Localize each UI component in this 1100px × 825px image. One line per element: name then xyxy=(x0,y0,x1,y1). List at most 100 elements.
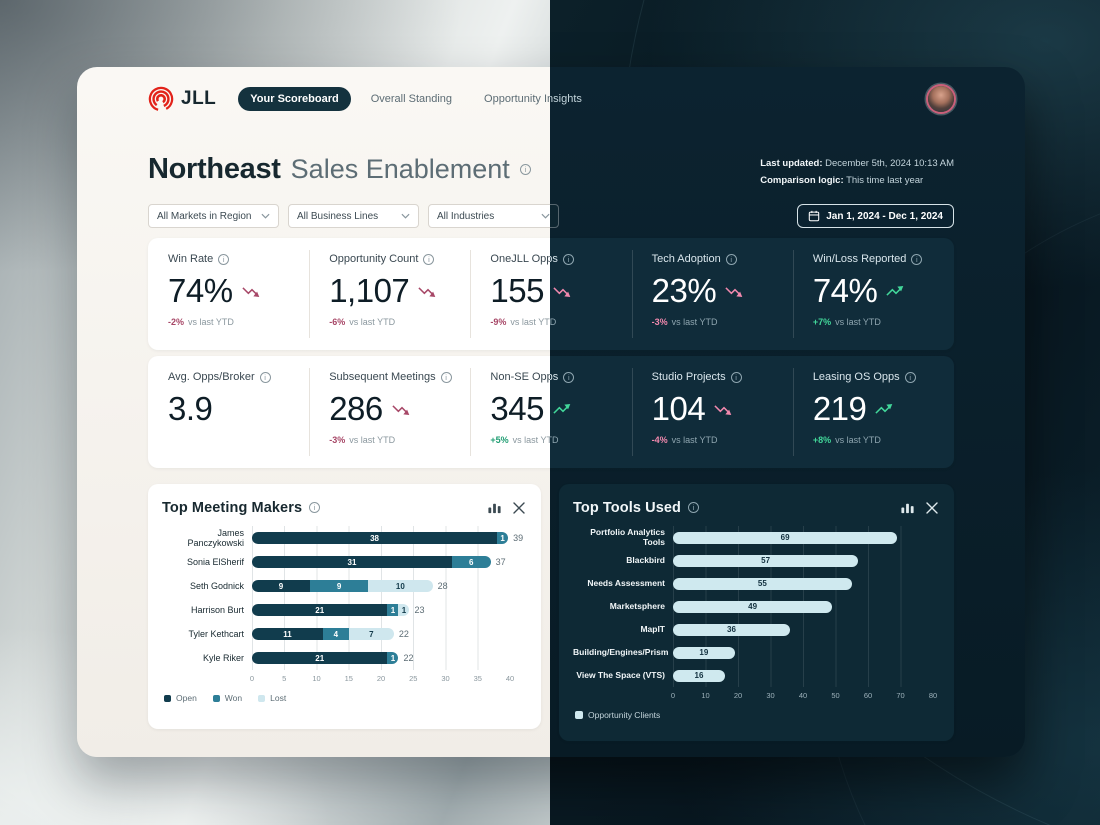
category-label: Portfolio Analytics Tools xyxy=(590,526,665,547)
info-icon[interactable] xyxy=(904,371,916,383)
chart-row: Portfolio Analytics Tools 69 xyxy=(573,526,944,549)
info-icon[interactable] xyxy=(259,371,271,383)
chart-row: MapIT 36 xyxy=(573,618,944,641)
meta-info: Last updated: December 5th, 2024 10:13 A… xyxy=(760,153,954,189)
chevron-down-icon xyxy=(261,213,270,219)
info-icon[interactable] xyxy=(688,502,699,514)
info-icon[interactable] xyxy=(423,253,435,265)
date-range-picker[interactable]: Jan 1, 2024 - Dec 1, 2024 xyxy=(797,204,954,229)
info-icon[interactable] xyxy=(519,164,531,175)
info-icon[interactable] xyxy=(309,502,321,514)
last-updated-label: Last updated: xyxy=(760,158,823,169)
bar-total: 23 xyxy=(414,605,425,616)
panel-header: Top Tools Used xyxy=(573,498,944,517)
trend-up-icon xyxy=(875,403,895,416)
axis-tick: 30 xyxy=(441,674,450,684)
nav-tabs: Your Scoreboard Overall Standing Opportuni… xyxy=(238,87,550,111)
info-icon[interactable] xyxy=(440,371,452,383)
tool-usage-bar[interactable]: 49 xyxy=(673,600,833,613)
close-icon[interactable] xyxy=(924,500,940,516)
filter-all-markets-in-region[interactable]: All Markets in Region xyxy=(148,204,279,229)
kpi-leasing-os-opps: Leasing OS Opps 219 +8%vs last YTD xyxy=(792,356,954,468)
tab-your-scoreboard[interactable]: Your Scoreboard xyxy=(238,87,351,111)
info-icon[interactable] xyxy=(730,371,742,383)
bar-segment-open: 11 xyxy=(252,628,323,641)
tab-overall-standing[interactable]: Overall Standing xyxy=(359,87,464,111)
legend-swatch xyxy=(575,711,583,720)
tool-usage-bar[interactable]: 36 xyxy=(673,623,790,636)
kpi-label: Tech Adoption xyxy=(651,253,721,266)
bar-segment-won: 1 xyxy=(387,652,399,665)
filter-all-business-lines[interactable]: All Business Lines xyxy=(288,204,419,229)
info-icon[interactable] xyxy=(725,253,737,265)
bar-segment-open: 31 xyxy=(252,556,452,569)
chevron-down-icon xyxy=(401,213,410,219)
tool-usage-bar[interactable]: 19 xyxy=(673,646,735,659)
kpi-label: OneJLL Opps xyxy=(490,253,558,266)
bar-chart-icon[interactable] xyxy=(485,498,504,517)
trend-down-icon xyxy=(714,403,734,416)
chart-row: Marketsphere 49 xyxy=(573,595,944,618)
kpi-non-se-opps: Non-SE Opps345+5%vs last YTD xyxy=(470,356,550,468)
kpi-delta-suffix: vs last YTD xyxy=(349,316,396,327)
close-icon[interactable] xyxy=(511,500,527,516)
legend-swatch xyxy=(212,694,220,702)
category-label: James Panczykowski xyxy=(187,527,244,549)
kpi-label: OneJLL Opps xyxy=(550,253,558,265)
filter-selects: All Markets in Region All Business Lines A… xyxy=(148,204,550,229)
top-meeting-makers-panel: Top Meeting Makers James Panczykowski381… xyxy=(148,484,541,730)
tool-usage-bar[interactable]: 16 xyxy=(673,669,725,682)
bar-segment-open: 9 xyxy=(252,580,311,593)
kpi-label: Non-SE Opps xyxy=(550,371,558,383)
tab-opportunity-insights[interactable]: Opportunity Insights xyxy=(550,87,594,111)
trend-down-icon xyxy=(725,285,745,298)
filter-all-industries[interactable]: All Industries xyxy=(428,204,550,229)
jll-logo-icon xyxy=(148,86,174,112)
legend-item-opportunity-clients: Opportunity Clients xyxy=(575,710,660,720)
kpi-non-se-opps: Non-SE Opps345+5%vs last YTD xyxy=(550,356,632,468)
legend-label: Open xyxy=(176,693,197,704)
info-icon[interactable] xyxy=(562,253,574,265)
info-icon[interactable] xyxy=(218,253,230,265)
title-row: Northeast Sales Enablement Last updated:… xyxy=(550,153,954,189)
user-avatar[interactable] xyxy=(928,86,954,112)
category-label: View The Space (VTS) xyxy=(576,669,665,680)
filter-all-industries[interactable]: All Industries xyxy=(550,204,559,229)
info-icon[interactable] xyxy=(911,253,923,265)
legend-item-won: Won xyxy=(212,693,242,703)
category-label: MapIT xyxy=(640,623,665,634)
kpi-value: 286 xyxy=(329,390,383,428)
bar-segment-open: 38 xyxy=(252,532,498,545)
kpi-delta: +5% xyxy=(490,434,509,445)
chart-row: Needs Assessment 55 xyxy=(573,572,944,595)
category-label: Marketsphere xyxy=(609,600,665,611)
date-range-label: Jan 1, 2024 - Dec 1, 2024 xyxy=(826,210,943,222)
kpi-delta: -4% xyxy=(651,434,668,445)
tool-usage-bar[interactable]: 69 xyxy=(673,531,898,544)
kpi-delta-suffix: vs last YTD xyxy=(188,316,234,327)
axis-tick: 70 xyxy=(896,691,905,701)
tool-usage-bar[interactable]: 57 xyxy=(673,554,859,567)
info-icon[interactable] xyxy=(563,371,575,383)
calendar-icon xyxy=(808,210,820,222)
jll-logo-text: JLL xyxy=(181,88,217,109)
tool-usage-bar[interactable]: 55 xyxy=(673,577,852,590)
kpi-delta: +7% xyxy=(812,316,832,327)
filter-value: All Business Lines xyxy=(297,210,379,222)
bar-chart-icon[interactable] xyxy=(898,498,917,517)
tab-opportunity-insights[interactable]: Opportunity Insights xyxy=(472,87,550,111)
jll-logo: JLL xyxy=(148,86,216,112)
kpi-delta-suffix: vs last YTD xyxy=(671,434,718,445)
